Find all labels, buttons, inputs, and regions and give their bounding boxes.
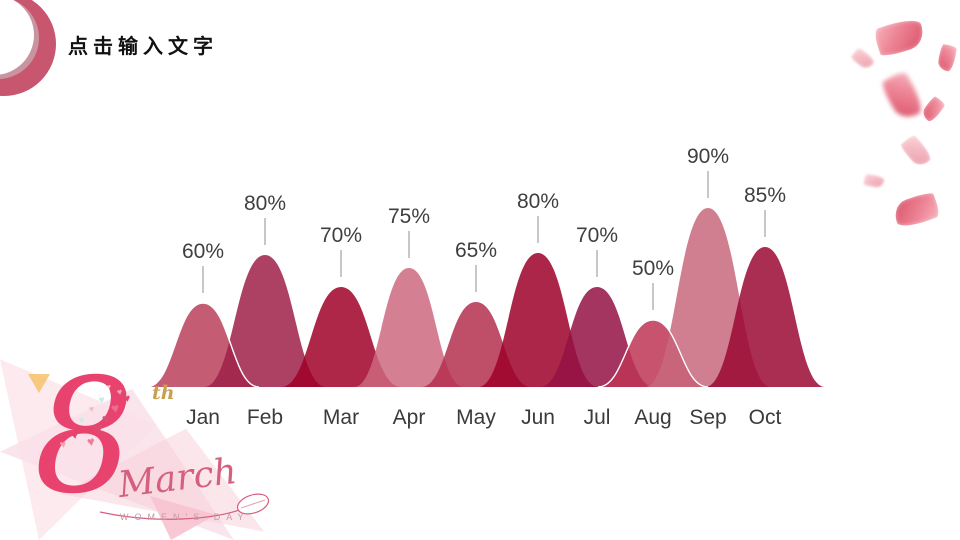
month-label-mar: Mar — [323, 406, 359, 429]
value-label-oct: 85% — [744, 184, 786, 207]
month-label-jan: Jan — [186, 406, 220, 429]
hill-apr — [354, 268, 464, 387]
month-label-oct: Oct — [749, 406, 782, 429]
month-label-jun: Jun — [521, 406, 555, 429]
hill-outline-jan — [146, 302, 260, 388]
hill-mar — [281, 287, 401, 387]
month-label-sep: Sep — [689, 406, 726, 429]
value-label-mar: 70% — [320, 224, 362, 247]
value-label-jul: 70% — [576, 224, 618, 247]
value-label-may: 65% — [455, 239, 497, 262]
value-label-aug: 50% — [632, 257, 674, 280]
hill-oct — [705, 247, 825, 387]
month-label-aug: Aug — [634, 406, 671, 429]
month-label-jul: Jul — [584, 406, 611, 429]
slide-title-placeholder[interactable]: 点击输入文字 — [68, 36, 218, 58]
month-label-apr: Apr — [393, 406, 426, 429]
hill-outline-aug — [597, 319, 709, 388]
value-label-jan: 60% — [182, 240, 224, 263]
value-label-apr: 75% — [388, 205, 430, 228]
value-label-sep: 90% — [687, 145, 729, 168]
value-label-feb: 80% — [244, 192, 286, 215]
month-label-feb: Feb — [247, 406, 283, 429]
month-label-may: May — [456, 406, 496, 429]
value-label-jun: 80% — [517, 190, 559, 213]
crescent-moon-decoration — [0, 0, 56, 96]
